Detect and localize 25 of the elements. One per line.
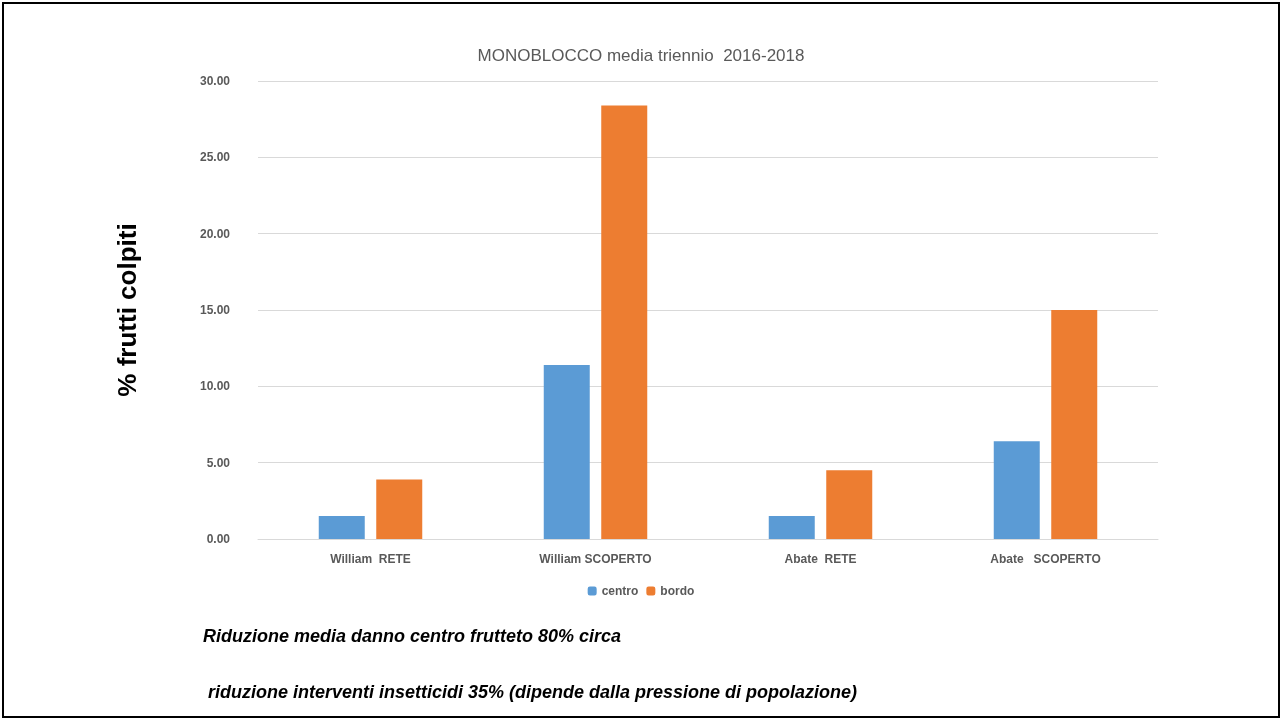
text: riduzione interventi insetticidi 35% (dipende dalla pressione di popolazione) — [208, 682, 858, 703]
y-tick-label: 25.00 — [199, 150, 231, 165]
y-tick-label: 0.00 — [206, 532, 231, 546]
bar — [543, 364, 590, 539]
y-tick-label: 15.00 — [199, 303, 231, 317]
bar — [601, 105, 648, 539]
x-tick-label: Abate SCOPERTO — [990, 552, 1101, 566]
bar — [993, 441, 1040, 539]
legend-label: centro — [601, 584, 639, 598]
bar — [318, 516, 365, 539]
y-tick-label: 10.00 — [199, 379, 231, 394]
y-tick-label: 5.00 — [206, 455, 231, 470]
x-tick-label: Abate RETE — [784, 552, 857, 566]
bar — [826, 470, 873, 539]
y-axis-title: % frutti colpiti — [112, 223, 142, 397]
bar — [768, 516, 815, 539]
chart-title: MONOBLOCCO media triennio 2016-2018 — [477, 46, 805, 65]
bar — [376, 479, 423, 539]
y-tick-label: 30.00 — [199, 74, 231, 88]
legend-label: bordo — [660, 584, 695, 598]
y-tick-label: 20.00 — [199, 226, 231, 241]
text: Riduzione media danno centro frutteto 80% circa — [203, 626, 622, 647]
x-tick-label: William SCOPERTO — [539, 552, 652, 566]
bar — [1051, 310, 1098, 539]
x-tick-label: William RETE — [330, 552, 411, 566]
